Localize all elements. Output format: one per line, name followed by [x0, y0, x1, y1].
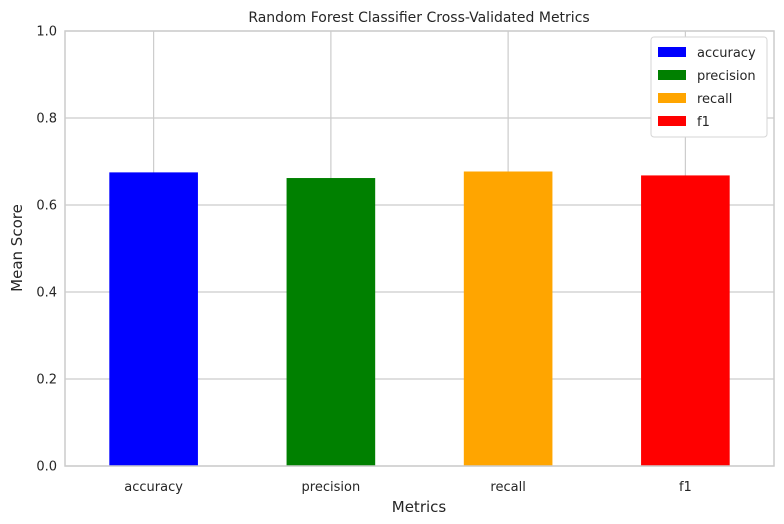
- y-tick-label: 0.4: [36, 286, 57, 301]
- x-tick-labels: accuracy precision recall f1: [124, 480, 692, 495]
- y-tick-label: 0.2: [36, 373, 57, 388]
- chart-title: Random Forest Classifier Cross-Validated…: [248, 10, 589, 26]
- legend-label-precision: precision: [697, 69, 756, 84]
- plot-frame: [64, 30, 775, 467]
- legend: accuracy precision recall f1: [650, 36, 768, 138]
- y-tick-label: 0.6: [36, 199, 57, 214]
- bar-precision: [286, 178, 376, 466]
- legend-swatch-f1: [658, 116, 686, 126]
- legend-box: [650, 36, 768, 138]
- legend-swatch-recall: [658, 93, 686, 103]
- x-tick-label: recall: [490, 480, 525, 495]
- legend-label-accuracy: accuracy: [697, 46, 756, 61]
- bar-recall: [463, 171, 553, 466]
- legend-swatch-precision: [658, 70, 686, 80]
- bar-f1: [641, 175, 730, 467]
- x-tick-label: precision: [302, 480, 361, 495]
- y-tick-label: 0.0: [36, 460, 57, 475]
- legend-swatch-accuracy: [658, 47, 686, 57]
- x-tick-label: accuracy: [124, 480, 183, 495]
- x-tick-label: f1: [679, 480, 692, 495]
- y-tick-label: 1.0: [36, 25, 57, 40]
- x-axis-label: Metrics: [392, 498, 447, 516]
- bars: [109, 171, 730, 467]
- y-tick-label: 0.8: [36, 112, 57, 127]
- legend-label-f1: f1: [697, 115, 710, 130]
- y-tick-labels: 0.0 0.2 0.4 0.6 0.8 1.0: [36, 25, 57, 475]
- bar-accuracy: [109, 172, 198, 466]
- legend-label-recall: recall: [697, 92, 732, 107]
- y-axis-label: Mean Score: [8, 204, 26, 292]
